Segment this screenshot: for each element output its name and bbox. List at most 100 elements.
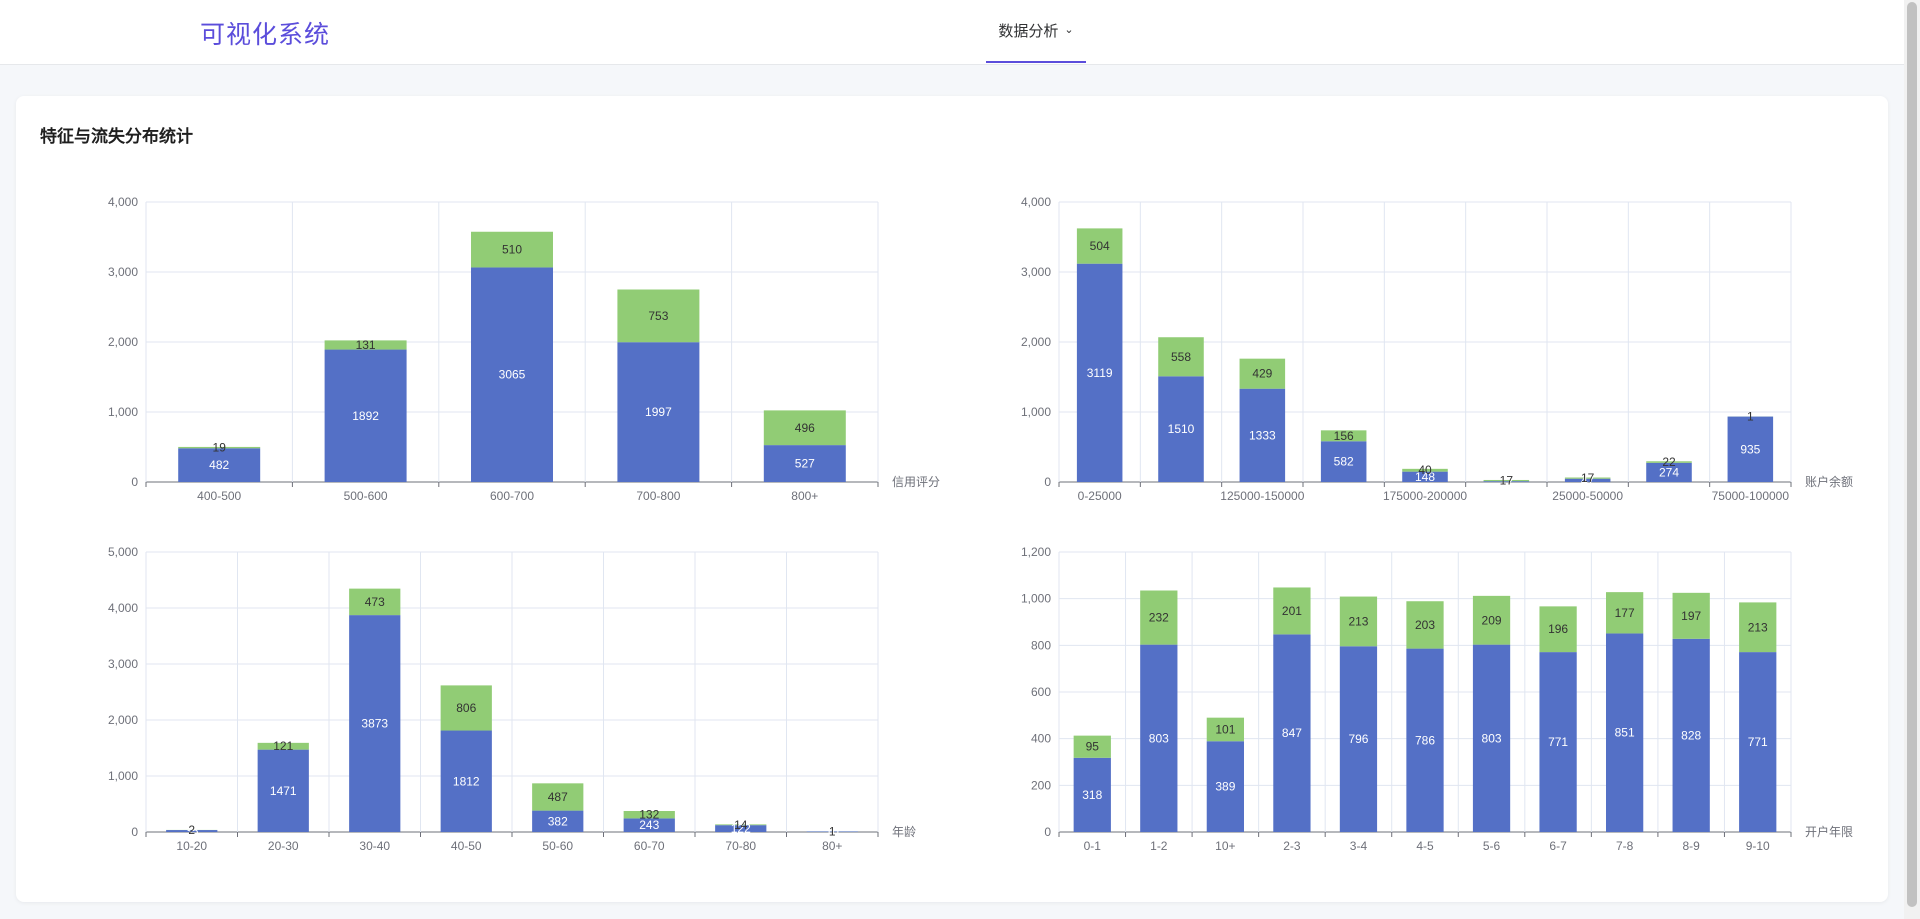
bar-churned[interactable] bbox=[1339, 596, 1378, 647]
bar-churned[interactable] bbox=[471, 231, 553, 268]
scrollbar-thumb[interactable] bbox=[1907, 2, 1917, 907]
bar-churned[interactable] bbox=[1646, 461, 1692, 463]
bar-value-label: 1471 bbox=[270, 784, 297, 798]
x-tick-label: 600-700 bbox=[490, 489, 534, 503]
bar-retained[interactable] bbox=[1406, 648, 1444, 832]
bar-retained[interactable] bbox=[1606, 633, 1644, 832]
app-title[interactable]: 可视化系统 bbox=[200, 21, 331, 49]
bar-retained[interactable] bbox=[440, 730, 492, 832]
bar-retained[interactable] bbox=[1158, 376, 1204, 482]
bar-retained[interactable] bbox=[1472, 644, 1511, 832]
bar-retained[interactable] bbox=[532, 810, 584, 832]
bar-retained[interactable] bbox=[1073, 757, 1111, 832]
bar-value-label: 771 bbox=[1548, 735, 1568, 749]
bar-retained[interactable] bbox=[1483, 481, 1530, 482]
bar-value-label: 1997 bbox=[645, 405, 672, 419]
bar-retained[interactable] bbox=[806, 831, 858, 832]
bar-churned[interactable] bbox=[763, 410, 846, 446]
bar-churned[interactable] bbox=[1076, 228, 1123, 264]
x-tick-label: 175000-200000 bbox=[1383, 489, 1467, 503]
chart-tenure: 0 200 400 600 800 1,000 1,200 318 95 0-1 803 232 1-2… bbox=[1003, 532, 1903, 872]
bar-retained[interactable] bbox=[1206, 741, 1244, 832]
bar-retained[interactable] bbox=[1140, 644, 1178, 832]
bar-retained[interactable] bbox=[1727, 416, 1774, 482]
x-tick-label: 4-5 bbox=[1416, 839, 1434, 853]
nav-data-analysis[interactable]: 数据分析 ⌄ bbox=[986, 0, 1086, 63]
bar-retained[interactable] bbox=[617, 342, 700, 482]
bar-retained[interactable] bbox=[471, 267, 553, 482]
x-tick-label: 25000-50000 bbox=[1552, 489, 1623, 503]
bar-retained[interactable] bbox=[623, 818, 675, 832]
bar-retained[interactable] bbox=[166, 830, 218, 832]
bar-retained[interactable] bbox=[1672, 638, 1710, 832]
bar-churned[interactable] bbox=[623, 811, 675, 819]
bar-retained[interactable] bbox=[1339, 646, 1378, 832]
y-tick-label: 1,000 bbox=[1021, 405, 1051, 419]
bar-retained[interactable] bbox=[1539, 652, 1577, 832]
bar-value-label: 101 bbox=[1215, 722, 1235, 736]
bar-churned[interactable] bbox=[1073, 735, 1111, 758]
bar-retained[interactable] bbox=[1739, 652, 1777, 832]
bar-value-label: 213 bbox=[1348, 614, 1368, 628]
bar-churned[interactable] bbox=[257, 742, 309, 750]
bar-value-label: 10 bbox=[826, 825, 840, 839]
bar-value-label: 382 bbox=[548, 814, 568, 828]
bar-value-label: 14 bbox=[734, 818, 748, 832]
bar-retained[interactable] bbox=[763, 445, 846, 482]
bar-retained[interactable] bbox=[349, 615, 401, 832]
bar-churned[interactable] bbox=[532, 783, 584, 811]
bar-churned[interactable] bbox=[617, 289, 700, 343]
bar-value-label: 17 bbox=[1581, 471, 1595, 485]
bar-value-label: 429 bbox=[1252, 367, 1272, 381]
bar-churned[interactable] bbox=[1606, 592, 1644, 634]
page-scrollbar[interactable] bbox=[1904, 0, 1920, 919]
x-tick-label: 75000-100000 bbox=[1712, 489, 1790, 503]
x-tick-label: 5-6 bbox=[1483, 839, 1501, 853]
chart-age: 0 1,000 2,000 3,000 4,000 5,000 35 2 10-20 1471 12… bbox=[90, 532, 990, 872]
bar-retained[interactable] bbox=[1076, 263, 1123, 482]
bar-retained[interactable] bbox=[257, 749, 309, 832]
chart-tenure-svg: 0 200 400 600 800 1,000 1,200 318 95 0-1 803 232 1-2… bbox=[1021, 545, 1853, 853]
bar-retained[interactable] bbox=[715, 825, 767, 832]
chart-credit-score-svg: 0 1,000 2,000 3,000 4,000 482 19 400-500 1892 131… bbox=[108, 195, 940, 503]
bar-retained[interactable] bbox=[1239, 388, 1286, 482]
bar-churned[interactable] bbox=[1320, 430, 1367, 442]
bar-retained[interactable] bbox=[1402, 471, 1448, 482]
bar-churned[interactable] bbox=[440, 685, 492, 731]
chart-age-svg: 01,0002,0003,0004,0005,00035210-20147112… bbox=[108, 545, 916, 853]
bar-value-label: 12 bbox=[1500, 475, 1514, 489]
bar-churned[interactable] bbox=[715, 824, 767, 826]
y-tick-label: 3,000 bbox=[108, 265, 138, 279]
bar-churned[interactable] bbox=[324, 340, 407, 350]
bar-retained[interactable] bbox=[324, 349, 407, 482]
y-tick-label: 400 bbox=[1031, 732, 1051, 746]
bar-retained[interactable] bbox=[1320, 441, 1367, 482]
bar-churned[interactable] bbox=[1239, 358, 1286, 389]
x-axis-label: 开户年限 bbox=[1805, 824, 1853, 839]
bar-churned[interactable] bbox=[1539, 606, 1577, 653]
bar-retained[interactable] bbox=[178, 448, 261, 482]
y-tick-label: 1,000 bbox=[108, 405, 138, 419]
bar-value-label: 213 bbox=[1748, 620, 1768, 634]
bar-churned[interactable] bbox=[1564, 477, 1611, 479]
x-tick-label: 60-70 bbox=[634, 839, 665, 853]
x-tick-label: 30-40 bbox=[359, 839, 390, 853]
bar-churned[interactable] bbox=[1483, 479, 1530, 482]
bar-churned[interactable] bbox=[1402, 468, 1448, 472]
bar-churned[interactable] bbox=[1158, 337, 1204, 377]
bar-churned[interactable] bbox=[1273, 587, 1311, 635]
chart-balance-svg: 0 1,000 2,000 3,000 4,000 3119 504 0-25000 1510 5… bbox=[1021, 195, 1853, 503]
bar-churned[interactable] bbox=[1140, 590, 1178, 645]
x-tick-label: 2-3 bbox=[1283, 839, 1301, 853]
bar-churned[interactable] bbox=[1672, 592, 1710, 639]
bar-retained[interactable] bbox=[1646, 462, 1692, 482]
bar-retained[interactable] bbox=[1564, 478, 1611, 482]
bar-value-label: 177 bbox=[1615, 606, 1635, 620]
bar-retained[interactable] bbox=[1273, 634, 1311, 832]
bar-churned[interactable] bbox=[1206, 717, 1244, 742]
bar-churned[interactable] bbox=[1472, 595, 1511, 645]
bar-churned[interactable] bbox=[349, 588, 401, 616]
bar-churned[interactable] bbox=[178, 446, 261, 449]
bar-churned[interactable] bbox=[1406, 601, 1444, 649]
bar-churned[interactable] bbox=[1739, 602, 1777, 653]
